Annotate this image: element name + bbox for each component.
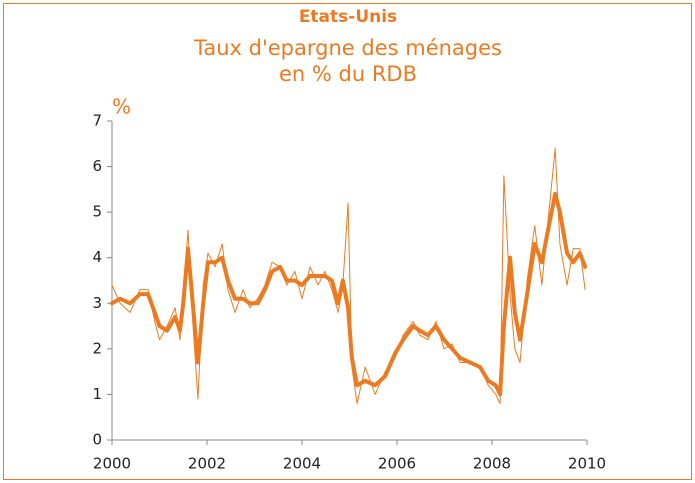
x-tick-label: 2000 bbox=[93, 455, 131, 473]
y-tick-label: 5 bbox=[92, 203, 102, 221]
x-tick-label: 2002 bbox=[188, 455, 226, 473]
x-tick-label: 2006 bbox=[378, 455, 416, 473]
series-line bbox=[110, 191, 588, 397]
chart-title: Taux d'epargne des ménages bbox=[193, 36, 502, 60]
x-tick-label: 2004 bbox=[283, 455, 321, 473]
y-tick-label: 6 bbox=[92, 157, 102, 175]
x-tick-label: 2010 bbox=[568, 455, 606, 473]
y-axis-label: % bbox=[112, 95, 131, 119]
chart-title: en % du RDB bbox=[279, 62, 417, 86]
frame bbox=[3, 3, 692, 480]
y-tick-label: 2 bbox=[92, 339, 102, 357]
y-tick-label: 7 bbox=[92, 112, 102, 130]
y-tick-label: 3 bbox=[92, 294, 102, 312]
x-tick-label: 2008 bbox=[473, 455, 511, 473]
series-line bbox=[111, 147, 586, 405]
y-tick-label: 4 bbox=[92, 248, 102, 266]
y-tick-label: 1 bbox=[92, 385, 102, 403]
header: Etats-Unis bbox=[299, 7, 397, 27]
y-tick-label: 0 bbox=[92, 431, 102, 449]
